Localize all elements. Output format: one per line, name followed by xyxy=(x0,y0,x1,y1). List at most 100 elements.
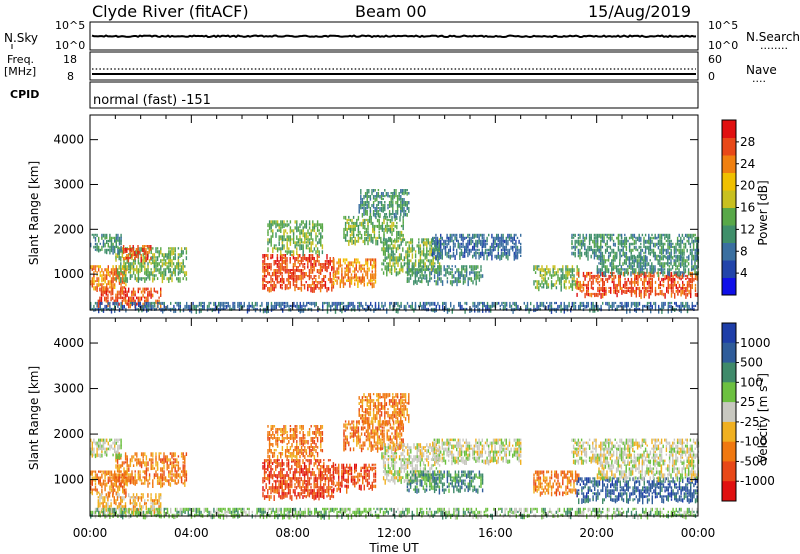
velocity-echo-region xyxy=(571,438,700,466)
velocity-x-ticks: 00:00 04:00 08:00 12:00 16:00 20:00 00:00 xyxy=(73,318,716,540)
velocity-echo-region xyxy=(90,470,127,498)
velocity-colorbar-tick-label: -100 xyxy=(740,435,767,449)
velocity-colorbar-segment xyxy=(722,402,736,423)
power-colorbar-segment xyxy=(722,120,736,138)
power-colorbar-segment xyxy=(722,225,736,243)
time-tick-label: 00:00 xyxy=(681,526,716,540)
velocity-colorbar-tick-label: 1000 xyxy=(740,336,771,350)
velocity-echo-region xyxy=(115,452,188,489)
velocity-colorbar-segment xyxy=(722,461,736,482)
velocity-y-label: Slant Range [km] xyxy=(27,366,41,470)
nsky-left-tick-top: 10^5 xyxy=(55,19,85,32)
velocity-echo-region xyxy=(333,463,377,494)
velocity-y-ticks: 1000 2000 3000 4000 xyxy=(53,336,698,487)
nsearch-right-tick-bottom: 10^0 xyxy=(708,39,738,52)
power-colorbar-label: Power [dB] xyxy=(756,180,770,245)
power-y-tick-label: 4000 xyxy=(53,133,84,147)
power-colorbar: 4 8 12 16 20 24 28 xyxy=(721,119,755,296)
nsearch-label: N.Search xyxy=(746,30,800,44)
power-echo-region xyxy=(115,247,188,284)
nsky-trace xyxy=(91,34,697,39)
power-echo-region xyxy=(533,265,580,292)
freq-label: Freq. xyxy=(7,53,34,66)
velocity-colorbar-segment xyxy=(722,382,736,403)
velocity-colorbar-segment xyxy=(722,481,736,502)
power-echo-region xyxy=(406,265,484,287)
velocity-echo-region xyxy=(406,470,484,495)
velocity-colorbar-segment xyxy=(722,441,736,462)
beam-title: Beam 00 xyxy=(355,2,427,21)
power-echo-region xyxy=(343,215,404,246)
velocity-colorbar-segment xyxy=(722,342,736,364)
velocity-colorbar-tick-label: 100 xyxy=(740,375,763,389)
time-tick-label: 16:00 xyxy=(478,526,513,540)
freq-unit-label: [MHz] xyxy=(4,65,36,78)
power-echo-region xyxy=(97,287,162,309)
power-y-label: Slant Range [km] xyxy=(27,161,41,265)
time-tick-label: 08:00 xyxy=(275,526,310,540)
cpid-value: normal (fast) -151 xyxy=(93,93,211,108)
power-echo-region xyxy=(122,245,152,263)
power-colorbar-segment xyxy=(722,137,736,156)
velocity-colorbar-tick-label: 500 xyxy=(740,356,763,370)
power-panel: 1000 2000 3000 4000 Slant Range [km] 4 8 12 16… xyxy=(27,114,770,314)
power-echo-region xyxy=(262,254,335,293)
velocity-colorbar-segment xyxy=(722,421,736,443)
power-x-ticks xyxy=(89,115,699,310)
velocity-echo-region xyxy=(576,477,698,505)
nsky-panel: N.Sky 10^5 10^0 10^5 10^0 N.Search .....… xyxy=(4,19,800,52)
power-echo-region xyxy=(358,189,410,219)
velocity-data-layer xyxy=(90,393,700,520)
power-y-tick-label: 3000 xyxy=(53,177,84,191)
nave-line-key: .... xyxy=(752,72,766,85)
nave-label: Nave xyxy=(746,63,777,77)
date-title: 15/Aug/2019 xyxy=(588,2,691,21)
velocity-y-tick-label: 3000 xyxy=(53,382,84,396)
time-tick-label: 20:00 xyxy=(579,526,614,540)
freq-left-tick-bottom: 8 xyxy=(67,70,74,83)
velocity-colorbar-tick-label: -1000 xyxy=(740,474,775,488)
velocity-echo-region xyxy=(343,420,404,454)
nave-right-tick-top: 60 xyxy=(708,53,722,66)
power-colorbar-tick-label: 24 xyxy=(740,157,755,171)
power-colorbar-segment xyxy=(722,277,736,296)
power-colorbar-tick-label: 16 xyxy=(740,201,755,215)
power-echo-region xyxy=(333,258,377,289)
power-colorbar-segment xyxy=(722,207,736,226)
freq-panel: Freq. [MHz] 18 8 60 0 Nave .... xyxy=(4,51,777,85)
velocity-echo-region xyxy=(533,470,580,498)
nsky-left-tick-bottom: 10^0 xyxy=(55,39,85,52)
velocity-echo-region xyxy=(358,393,410,426)
velocity-colorbar-segment xyxy=(722,323,736,344)
time-axis-label: Time UT xyxy=(368,541,419,554)
velocity-echo-region xyxy=(262,459,335,501)
nsearch-right-tick-top: 10^5 xyxy=(708,19,738,32)
cpid-panel: CPID normal (fast) -151 xyxy=(10,81,699,109)
velocity-y-tick-label: 2000 xyxy=(53,427,84,441)
time-tick-label: 12:00 xyxy=(377,526,412,540)
power-colorbar-segment xyxy=(722,155,736,173)
power-colorbar-tick-label: 28 xyxy=(740,135,755,149)
nsky-label: N.Sky xyxy=(4,31,38,45)
power-echo-region xyxy=(90,233,122,255)
power-colorbar-tick-label: 4 xyxy=(740,266,748,280)
nsearch-line-key: ........ xyxy=(760,39,788,52)
velocity-colorbar-tick-label: -500 xyxy=(740,454,767,468)
velocity-colorbar-label: Velocity [m s-1] xyxy=(756,373,771,463)
cpid-label: CPID xyxy=(10,88,39,101)
station-title: Clyde River (fitACF) xyxy=(92,2,249,21)
power-data-layer xyxy=(90,189,700,314)
power-echo-region xyxy=(571,233,700,261)
power-colorbar-segment xyxy=(722,172,736,191)
velocity-y-tick-label: 4000 xyxy=(53,336,84,350)
power-colorbar-tick-label: 8 xyxy=(740,244,748,258)
velocity-colorbar-frame xyxy=(721,322,737,502)
power-colorbar-tick-label: 12 xyxy=(740,222,755,236)
nave-right-tick-bottom: 0 xyxy=(708,70,715,83)
power-y-tick-label: 1000 xyxy=(53,267,84,281)
power-y-ticks: 1000 2000 3000 4000 xyxy=(53,133,698,281)
power-echo-region xyxy=(596,256,699,278)
velocity-y-tick-label: 1000 xyxy=(53,473,84,487)
velocity-echo-region xyxy=(267,425,324,461)
power-echo-region xyxy=(267,220,324,256)
